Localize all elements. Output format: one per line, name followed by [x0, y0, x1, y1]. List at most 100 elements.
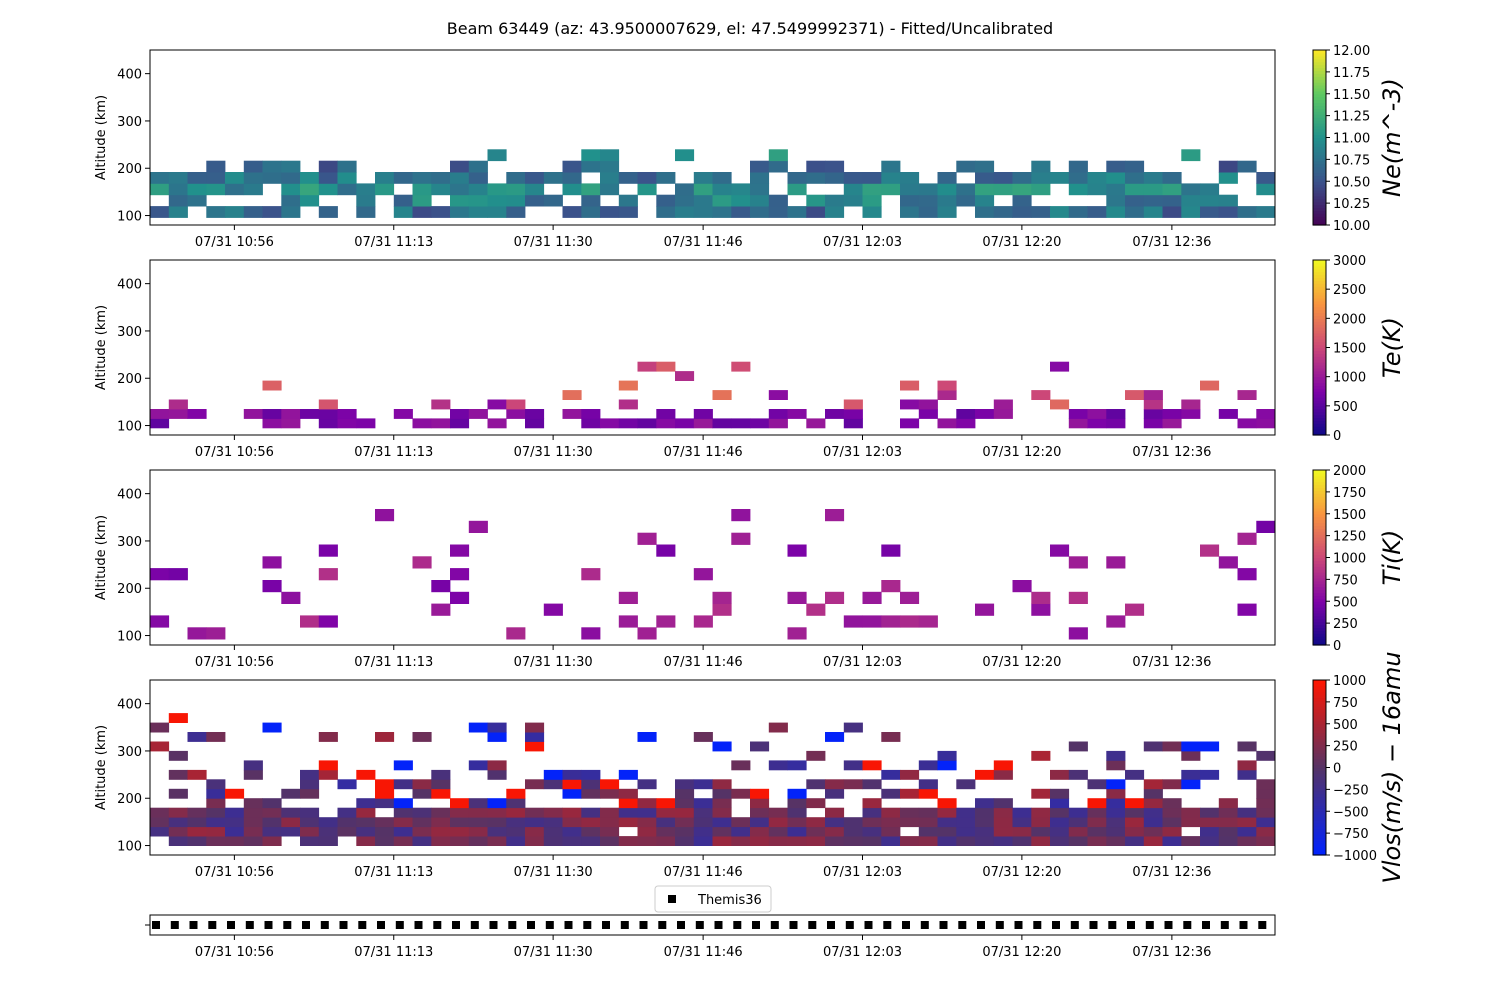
ne-cell	[881, 160, 901, 173]
te-cell	[337, 409, 357, 419]
vlos-cell	[1256, 779, 1276, 790]
colorbar-band	[1313, 344, 1326, 349]
ne-cell	[843, 183, 863, 196]
vlos-cell	[337, 807, 357, 818]
colorbar-band	[1313, 843, 1326, 847]
vlos-cell	[506, 788, 526, 799]
ne-cell	[337, 183, 357, 196]
vlos-cell	[262, 798, 282, 809]
colorbar-band	[1313, 615, 1326, 620]
vlos-cell	[1256, 788, 1276, 799]
colorbar-tick-label: 1500	[1333, 508, 1366, 523]
colorbar-band	[1313, 300, 1326, 305]
colorbar-band	[1313, 496, 1326, 500]
colorbar-band	[1313, 691, 1326, 696]
vlos-cell	[618, 807, 638, 818]
vlos-cell	[1012, 836, 1032, 846]
ne-cell	[1012, 206, 1032, 218]
plot-frame	[149, 469, 1276, 646]
themis36-marker	[152, 921, 160, 929]
vlos-cell	[750, 741, 770, 752]
ti-cell	[825, 509, 845, 522]
colorbar-band	[1313, 105, 1326, 109]
ti-cell	[431, 580, 451, 593]
ne-cell	[1050, 172, 1070, 184]
vlos-cell	[262, 807, 282, 818]
y-tick-label: 200	[117, 372, 142, 387]
colorbar-band	[1313, 513, 1326, 518]
ti-cell	[712, 603, 732, 616]
colorbar-band	[1313, 723, 1326, 728]
te-cell	[768, 390, 788, 400]
colorbar-band	[1313, 834, 1326, 839]
x-tick-label: 07/31 12:36	[1132, 445, 1211, 460]
vlos-cell	[262, 722, 282, 733]
ne-cell	[768, 194, 788, 207]
vlos-cell	[1200, 817, 1220, 828]
te-cell	[1125, 390, 1145, 400]
vlos-cell	[300, 807, 320, 818]
colorbar-band	[1313, 394, 1326, 398]
te-cell	[487, 418, 507, 429]
te-cell	[900, 418, 920, 429]
colorbar-tick-label: −250	[1333, 783, 1369, 798]
vlos-cell	[956, 826, 976, 837]
vlos-cell	[900, 836, 920, 846]
vlos-cell	[787, 807, 807, 818]
vlos-cell	[187, 769, 207, 780]
vlos-cell	[618, 769, 638, 780]
ne-cell	[600, 206, 620, 218]
vlos-cell	[393, 826, 413, 837]
vlos-cell	[487, 732, 507, 742]
te-cell	[356, 418, 376, 429]
vlos-cell	[1031, 750, 1051, 761]
ne-cell	[1012, 183, 1032, 196]
vlos-cell	[956, 779, 976, 790]
vlos-cell	[375, 788, 395, 799]
ne-cell	[1106, 160, 1126, 173]
te-cell	[281, 418, 301, 429]
colorbar-band	[1313, 551, 1326, 556]
ti-cell	[375, 509, 395, 522]
colorbar-band	[1313, 557, 1326, 562]
colorbar-band	[1313, 750, 1326, 754]
ti-cell	[1237, 568, 1257, 581]
colorbar-band	[1313, 583, 1326, 588]
colorbar-band	[1313, 330, 1326, 334]
colorbar-band	[1313, 420, 1326, 424]
vlos-cell	[187, 817, 207, 828]
ne-cell	[562, 172, 582, 184]
colorbar-band	[1313, 373, 1326, 378]
themis36-marker	[789, 921, 798, 929]
colorbar-band	[1313, 341, 1326, 346]
te-cell	[318, 418, 338, 429]
te-cell	[1068, 418, 1088, 429]
ne-cell	[731, 194, 751, 207]
strip-frame	[149, 914, 1276, 936]
colorbar-band	[1313, 735, 1326, 739]
legend-label: Themis36	[697, 893, 762, 908]
themis36-marker	[714, 921, 723, 929]
te-cell	[450, 418, 470, 429]
vlos-cell	[225, 826, 245, 837]
vlos-cell	[300, 826, 320, 837]
themis36-marker	[695, 921, 704, 929]
vlos-cell	[1256, 826, 1276, 837]
colorbar-band	[1313, 274, 1326, 279]
vlos-cell	[412, 779, 432, 790]
themis36-marker	[958, 921, 967, 929]
vlos-cell	[487, 817, 507, 828]
vlos-cell	[1143, 826, 1163, 837]
vlos-cell	[862, 817, 882, 828]
ne-cell	[525, 183, 545, 196]
vlos-cell	[1106, 760, 1126, 771]
ne-cell	[1218, 194, 1238, 207]
ne-cell	[543, 172, 563, 184]
ne-cell	[1031, 183, 1051, 196]
ne-cell	[1087, 172, 1107, 184]
y-tick-label: 100	[117, 630, 142, 645]
ne-cell	[618, 172, 638, 184]
colorbar-band	[1313, 335, 1326, 340]
ti-cell	[1200, 544, 1220, 557]
vlos-cell	[393, 760, 413, 771]
